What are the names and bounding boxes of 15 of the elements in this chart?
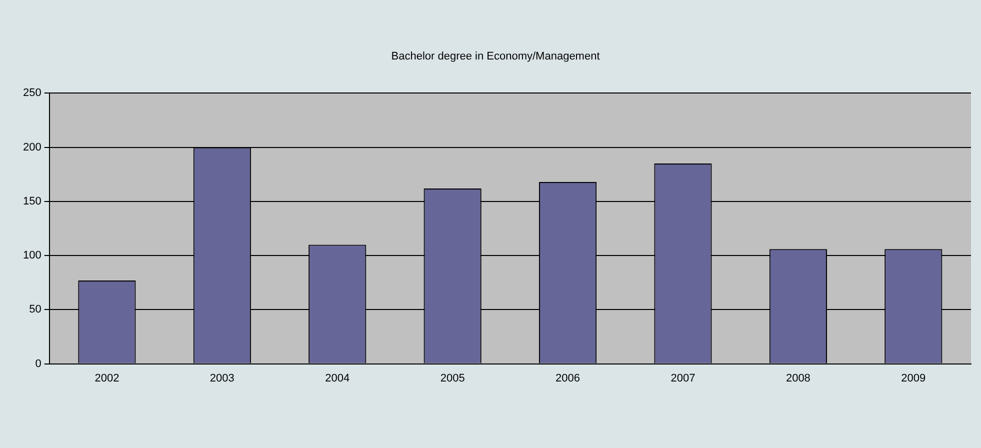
y-tick-label: 250 — [22, 87, 42, 100]
y-tick-label: 100 — [22, 250, 42, 262]
x-tick-label: 2009 — [901, 372, 926, 384]
x-tick-label: 2002 — [94, 372, 120, 384]
x-tick-label: 2005 — [440, 372, 465, 384]
chart-title: Bachelor degree in Economy/Management — [391, 50, 600, 63]
y-tick-label: 50 — [29, 304, 42, 316]
y-tick-label: 200 — [22, 141, 42, 154]
y-tick-label: 0 — [35, 358, 42, 370]
x-tick-label: 2008 — [786, 372, 810, 384]
x-tick-label: 2003 — [210, 372, 234, 384]
y-tick-label: 150 — [22, 195, 42, 208]
x-tick-label: 2006 — [556, 372, 580, 384]
x-tick-label: 2007 — [670, 372, 696, 384]
x-tick-label: 2004 — [325, 372, 350, 384]
